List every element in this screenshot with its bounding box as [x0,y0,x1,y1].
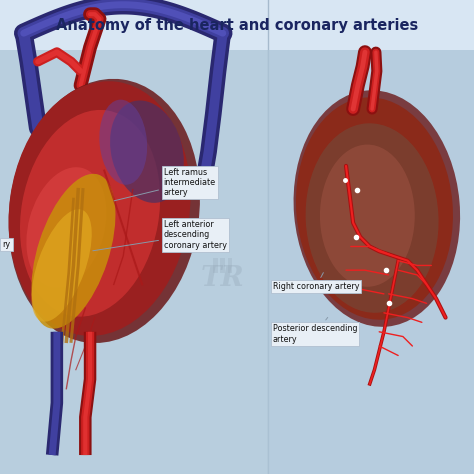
Ellipse shape [20,110,160,317]
FancyBboxPatch shape [213,258,218,273]
Ellipse shape [306,123,438,313]
Ellipse shape [9,79,200,343]
FancyBboxPatch shape [228,258,232,273]
Text: TR: TR [201,265,245,292]
FancyBboxPatch shape [220,258,225,273]
FancyBboxPatch shape [268,50,474,474]
Ellipse shape [320,145,415,287]
Text: Left anterior
descending
coronary artery: Left anterior descending coronary artery [93,220,227,251]
Ellipse shape [293,90,460,327]
FancyBboxPatch shape [0,50,474,474]
Ellipse shape [110,100,184,203]
Ellipse shape [31,209,92,322]
Text: Left ramus
intermediate
artery: Left ramus intermediate artery [114,168,216,201]
Text: Right coronary artery: Right coronary artery [273,273,359,291]
Ellipse shape [100,100,147,185]
FancyBboxPatch shape [0,0,474,50]
Text: Anatomy of the heart and coronary arteries: Anatomy of the heart and coronary arteri… [56,18,418,33]
Ellipse shape [31,174,116,328]
Ellipse shape [296,97,453,320]
Text: ry: ry [2,240,10,248]
Ellipse shape [9,81,191,336]
Text: Posterior descending
artery: Posterior descending artery [273,318,357,344]
Ellipse shape [27,167,106,288]
